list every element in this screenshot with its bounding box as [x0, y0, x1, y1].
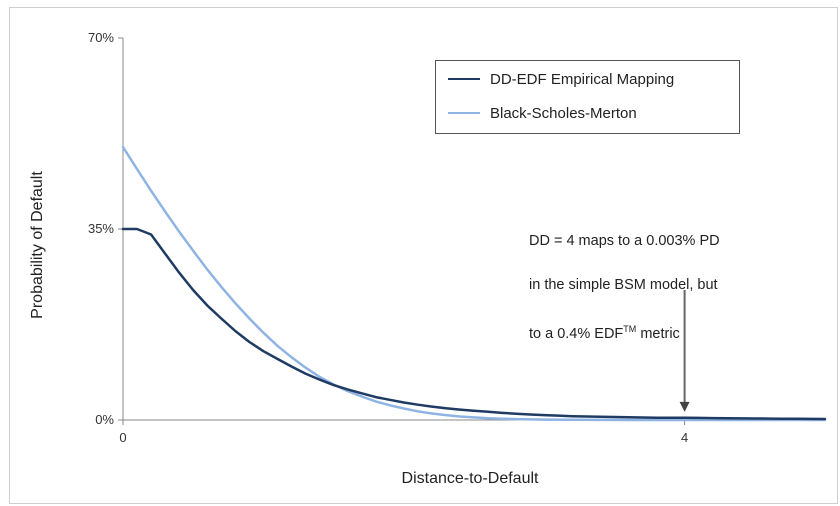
- y-tick-label: 0%: [95, 412, 114, 427]
- annotation-line-3-text: to a 0.4% EDF: [529, 325, 624, 342]
- legend-swatch-bsm: [448, 112, 480, 114]
- legend-label-dd-edf: DD-EDF Empirical Mapping: [490, 70, 675, 88]
- legend-label-bsm: Black-Scholes-Merton: [490, 104, 637, 122]
- annotation-line-1: DD = 4 maps to a 0.003% PD: [529, 233, 720, 249]
- legend-swatch-dd-edf: [448, 78, 480, 80]
- annotation-line-2: in the simple BSM model, but: [529, 277, 718, 293]
- y-tick-label: 35%: [88, 221, 114, 236]
- x-tick-label: 4: [681, 430, 688, 445]
- series-line-bsm: [121, 145, 827, 422]
- trademark-superscript: TM: [623, 324, 637, 334]
- annotation-arrow-head: [679, 401, 690, 412]
- legend: DD-EDF Empirical Mapping Black-Scholes-M…: [435, 60, 740, 134]
- y-axis-title: Probability of Default: [29, 171, 46, 319]
- annotation-layer: [679, 290, 690, 412]
- legend-item-dd-edf: DD-EDF Empirical Mapping: [436, 69, 674, 89]
- chart-frame: [9, 7, 838, 504]
- x-tick-label: 0: [119, 430, 126, 445]
- series-line-dd-edf: [121, 227, 827, 421]
- chart-annotation: DD = 4 maps to a 0.003% PD in the simple…: [529, 208, 799, 367]
- x-axis-title: Distance-to-Default: [401, 470, 539, 487]
- legend-item-bsm: Black-Scholes-Merton: [436, 103, 637, 123]
- y-tick-label: 70%: [88, 30, 114, 45]
- annotation-line-3: to a 0.4% EDFTM metric: [529, 318, 799, 345]
- series-layer: [121, 145, 827, 422]
- annotation-line-3-tail: metric: [636, 325, 680, 342]
